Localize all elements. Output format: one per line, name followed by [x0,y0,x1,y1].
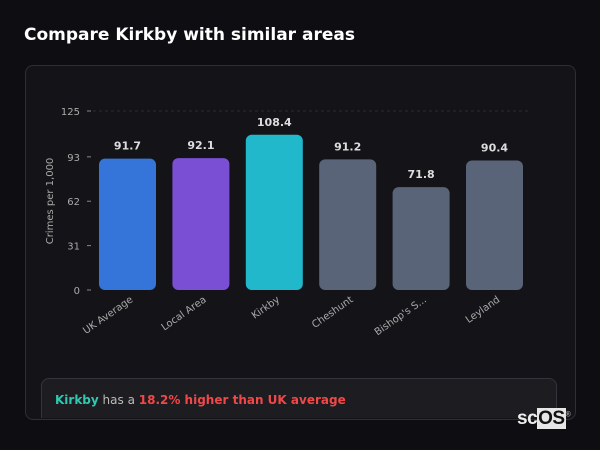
data-label: 71.8 [408,168,435,181]
data-label: 91.7 [114,140,141,153]
y-tick-label: 93 [67,153,80,164]
bar[interactable] [466,160,523,290]
y-axis-label: Crimes per 1,000 [45,158,56,245]
y-tick-label: 0 [74,286,80,297]
data-label: 108.4 [257,116,292,129]
data-label: 91.2 [334,140,361,153]
page-title: Compare Kirkby with similar areas [24,25,355,45]
x-tick-label: Kirkby [250,294,282,321]
x-tick-label: UK Average [81,294,135,336]
bar[interactable] [172,158,230,290]
scos-logo: scOS® [517,408,571,429]
x-tick-label: Leyland [464,294,502,325]
y-tick-label: 31 [67,242,80,253]
x-tick-label: Bishop's S... [373,294,429,338]
x-tick-label: Cheshunt [310,294,355,330]
data-label: 90.4 [481,142,508,155]
y-tick-label: 62 [67,197,80,208]
bar[interactable] [392,187,450,290]
y-tick-label: 125 [61,107,80,118]
bar[interactable] [99,158,156,290]
comparison-value: 18.2% higher than UK average [138,393,346,407]
area-name: Kirkby [55,393,99,407]
summary-text: has a [98,393,139,407]
comparison-summary: Kirkby has a 18.2% higher than UK averag… [41,378,557,418]
bar[interactable] [319,159,377,290]
bar[interactable] [245,134,303,290]
data-label: 92.1 [187,139,214,152]
x-tick-label: Local Area [160,294,209,333]
